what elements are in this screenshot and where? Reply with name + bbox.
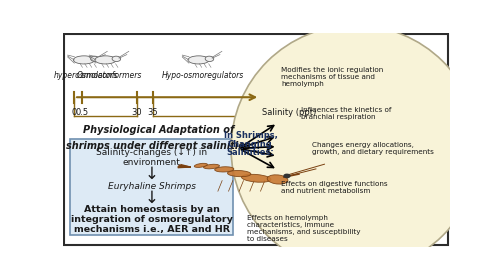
- Text: Hypo-osmoregulators: Hypo-osmoregulators: [162, 71, 244, 80]
- Text: Changes energy allocations,
growth, and dietary requirements: Changes energy allocations, growth, and …: [312, 142, 434, 155]
- Ellipse shape: [231, 25, 479, 272]
- Text: ↓: ↓: [144, 165, 158, 183]
- Text: 30: 30: [132, 108, 142, 117]
- Ellipse shape: [194, 163, 207, 167]
- Ellipse shape: [267, 175, 288, 184]
- Text: Modifies the ionic regulation
mechanisms of tissue and
hemolymph: Modifies the ionic regulation mechanisms…: [282, 67, 384, 87]
- Text: Salinities:: Salinities:: [226, 148, 274, 157]
- Text: 0.5: 0.5: [76, 108, 88, 117]
- Ellipse shape: [204, 164, 220, 169]
- Text: Salinity (ppt): Salinity (ppt): [262, 108, 316, 117]
- Text: environment: environment: [122, 158, 180, 167]
- Ellipse shape: [228, 171, 251, 177]
- Text: Physiological Adaptation of: Physiological Adaptation of: [83, 125, 234, 135]
- Text: Euryhaline Shrimps: Euryhaline Shrimps: [108, 182, 196, 191]
- Ellipse shape: [205, 56, 214, 61]
- Text: mechanisms i.e., AER and HR: mechanisms i.e., AER and HR: [74, 225, 230, 234]
- Text: hyperosmolators: hyperosmolators: [54, 71, 118, 80]
- Text: Effects on hemolymph
characteristics, immune
mechanisms, and susceptibility
to d: Effects on hemolymph characteristics, im…: [246, 215, 360, 242]
- Text: Effects on digestive functions
and nutrient metabolism: Effects on digestive functions and nutri…: [282, 181, 388, 194]
- FancyBboxPatch shape: [70, 139, 233, 235]
- Ellipse shape: [242, 174, 271, 182]
- Text: Attain homeostasis by an: Attain homeostasis by an: [84, 205, 220, 214]
- Text: Osmoconformers: Osmoconformers: [76, 71, 142, 80]
- Text: 0: 0: [72, 108, 77, 117]
- Text: shrimps under different salinities: shrimps under different salinities: [66, 141, 250, 151]
- Text: Salinity-changes (↓↑) in: Salinity-changes (↓↑) in: [96, 148, 207, 157]
- Text: Influences the kinetics of
branchial respiration: Influences the kinetics of branchial res…: [301, 107, 391, 120]
- Ellipse shape: [214, 167, 234, 172]
- Ellipse shape: [95, 56, 116, 64]
- Text: integration of osmoregulatory: integration of osmoregulatory: [70, 215, 233, 224]
- Ellipse shape: [188, 56, 210, 64]
- FancyBboxPatch shape: [64, 34, 448, 245]
- Text: 35: 35: [148, 108, 158, 117]
- Ellipse shape: [74, 56, 94, 64]
- Circle shape: [284, 174, 290, 178]
- Text: In Shrimps,: In Shrimps,: [224, 131, 278, 140]
- Text: Changing: Changing: [228, 140, 273, 149]
- Text: ↓: ↓: [144, 188, 158, 206]
- Ellipse shape: [90, 56, 99, 61]
- Ellipse shape: [112, 56, 120, 61]
